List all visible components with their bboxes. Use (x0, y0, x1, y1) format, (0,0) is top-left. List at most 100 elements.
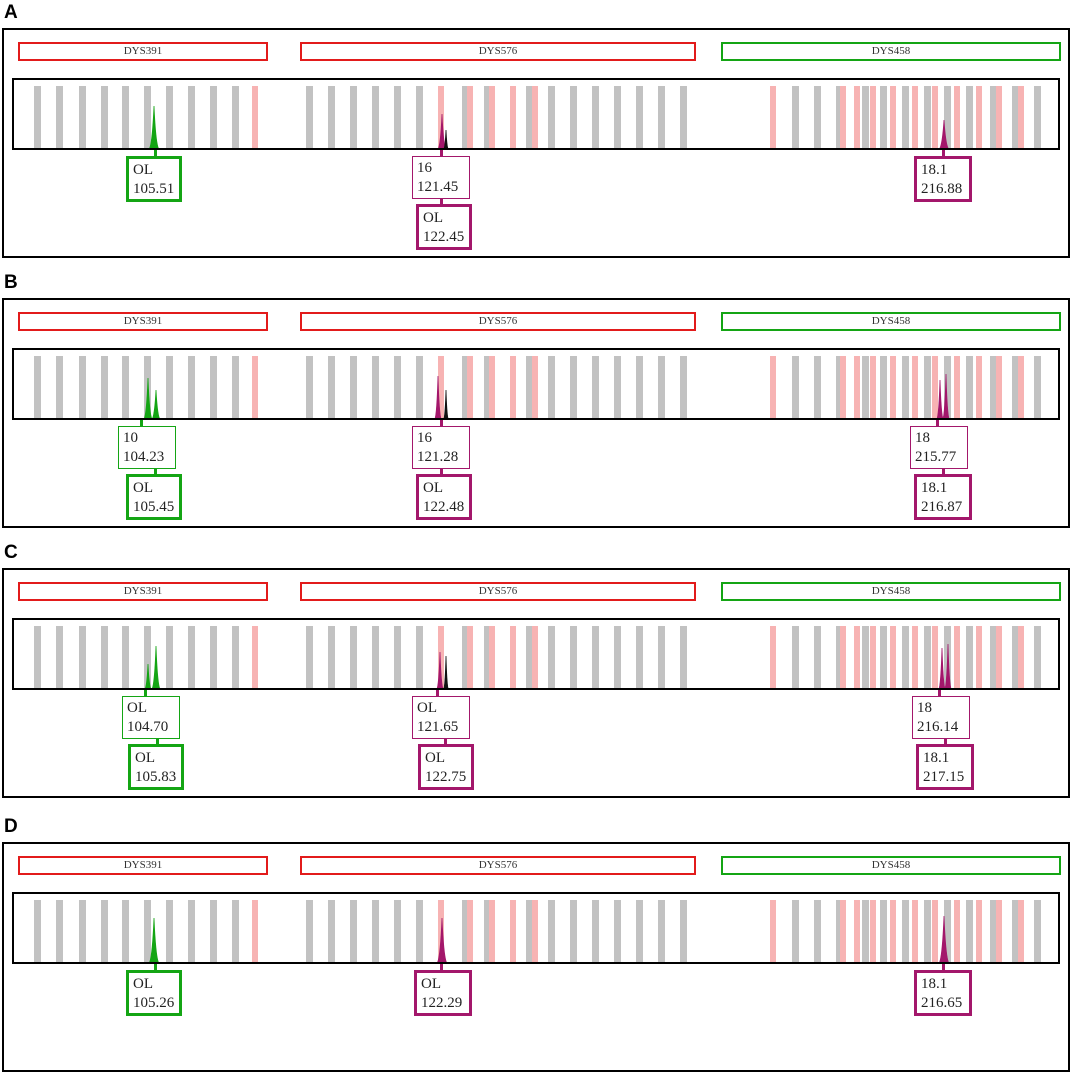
peak-connector (936, 420, 939, 426)
peak-connector (144, 690, 147, 696)
bin-stripe (770, 900, 776, 962)
bin-stripe (306, 626, 313, 688)
bin-stripe (210, 86, 217, 148)
bin-stripe (880, 900, 887, 962)
bin-stripe (854, 900, 860, 962)
bin-stripe (122, 900, 129, 962)
bin-stripe (462, 356, 469, 418)
allele-call-box: OL 122.75 (418, 744, 474, 790)
allele-call-box: OL 105.45 (126, 474, 182, 520)
bin-stripe (1034, 900, 1041, 962)
allele-call-box: 18.1 216.65 (914, 970, 972, 1016)
bin-stripe (252, 900, 258, 962)
bin-stripe (996, 626, 1002, 688)
allele-call-box: OL 122.45 (416, 204, 472, 250)
peak (939, 915, 949, 962)
bin-stripe (932, 356, 938, 418)
bin-stripe (592, 86, 599, 148)
allele-call-box: 16 121.45 (412, 156, 470, 199)
allele-call-box: 18.1 217.15 (916, 744, 974, 790)
bin-stripe (944, 86, 951, 148)
electropherogram-svg (34, 356, 1041, 418)
bin-stripe (510, 626, 516, 688)
bin-stripe (416, 626, 423, 688)
bin-stripe (526, 626, 533, 688)
allele-call-box: 18 216.14 (912, 696, 970, 739)
bin-stripe (510, 900, 516, 962)
bin-stripe (526, 356, 533, 418)
panel-letter-c: C (4, 542, 18, 563)
bin-stripe (954, 626, 960, 688)
bin-stripe (924, 86, 931, 148)
electropherogram-svg (34, 626, 1041, 688)
bin-stripe (532, 626, 538, 688)
bin-stripe (840, 86, 846, 148)
bin-stripe (966, 86, 973, 148)
bin-stripe (792, 86, 799, 148)
peak-connector (942, 469, 945, 475)
bin-stripe (996, 356, 1002, 418)
electropherogram (12, 892, 1060, 964)
bin-stripe (954, 86, 960, 148)
bin-stripe (166, 86, 173, 148)
peak-connector (942, 150, 945, 156)
bin-stripe (890, 900, 896, 962)
locus-dys391: DYS391 (18, 42, 268, 61)
peak (434, 375, 442, 418)
panel-a: DYS391 DYS576 DYS458 OL 105.51 16 121.45 O… (2, 28, 1070, 258)
bin-stripe (680, 356, 687, 418)
bin-stripe (462, 626, 469, 688)
bin-stripe (966, 356, 973, 418)
electropherogram (12, 348, 1060, 420)
bin-stripe (870, 356, 876, 418)
bin-stripe (79, 626, 86, 688)
bin-stripe (101, 900, 108, 962)
bin-stripe (976, 356, 982, 418)
bin-stripe (1012, 626, 1019, 688)
peak (151, 645, 161, 688)
bin-stripe (658, 86, 665, 148)
bin-stripe (890, 86, 896, 148)
bin-stripe (510, 86, 516, 148)
bin-stripe (570, 86, 577, 148)
peak (939, 119, 949, 148)
locus-dys391: DYS391 (18, 312, 268, 331)
bin-stripe (484, 356, 491, 418)
bin-stripe (101, 626, 108, 688)
bin-stripe (328, 900, 335, 962)
bin-stripe (636, 626, 643, 688)
bin-stripe (996, 86, 1002, 148)
bin-stripe (188, 626, 195, 688)
bin-stripe (467, 86, 473, 148)
peak (436, 651, 444, 688)
bin-stripe (814, 86, 821, 148)
bin-stripe (438, 626, 444, 688)
bin-stripe (532, 900, 538, 962)
panel-letter-d: D (4, 816, 18, 837)
allele-call-box: OL 122.29 (414, 970, 472, 1016)
bin-stripe (394, 626, 401, 688)
peak (149, 105, 159, 148)
bin-stripe (350, 356, 357, 418)
bin-stripe (144, 86, 151, 148)
allele-call-box: 18.1 216.87 (914, 474, 972, 520)
allele-call-box: OL 104.70 (122, 696, 180, 739)
bin-stripe (870, 626, 876, 688)
bin-stripe (924, 626, 931, 688)
bin-stripe (394, 86, 401, 148)
bin-stripe (680, 626, 687, 688)
bin-stripe (614, 86, 621, 148)
bin-stripe (862, 86, 869, 148)
bin-stripe (79, 900, 86, 962)
bin-stripe (144, 900, 151, 962)
allele-call-box: OL 121.65 (412, 696, 470, 739)
bin-stripe (122, 86, 129, 148)
bin-stripe (467, 356, 473, 418)
bin-stripe (570, 356, 577, 418)
bin-stripe (210, 356, 217, 418)
bin-stripe (954, 900, 960, 962)
bin-stripe (79, 86, 86, 148)
bin-stripe (489, 626, 495, 688)
bin-stripe (350, 86, 357, 148)
bin-stripe (944, 900, 951, 962)
